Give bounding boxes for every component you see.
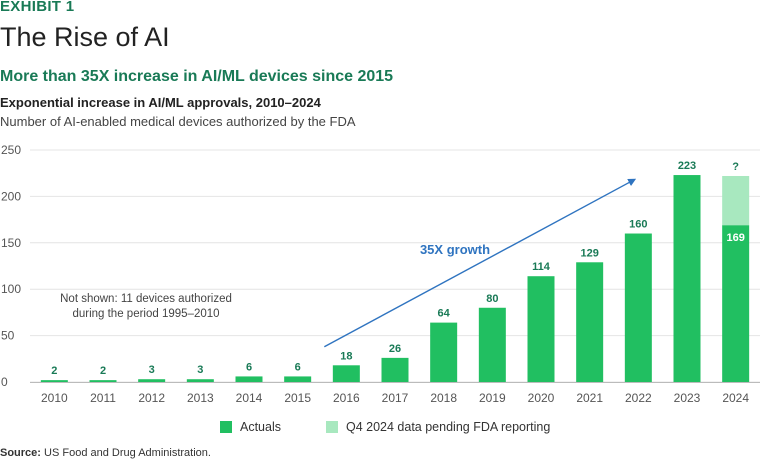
x-tick-label: 2024 [722, 391, 749, 405]
bar-actual [40, 380, 68, 382]
x-tick-label: 2011 [90, 391, 116, 405]
x-tick-label: 2021 [576, 391, 603, 405]
data-label: 114 [532, 261, 551, 273]
data-label: 3 [149, 364, 155, 376]
x-tick-label: 2020 [528, 391, 555, 405]
x-tick-label: 2019 [479, 391, 506, 405]
note-line-2: during the period 1995–2010 [72, 308, 219, 320]
x-tick-label: 2015 [284, 391, 311, 405]
data-label: 129 [580, 247, 598, 259]
y-tick-label: 50 [1, 329, 15, 343]
growth-arrow [324, 178, 637, 348]
data-label: 26 [389, 343, 401, 355]
data-label: 160 [629, 219, 647, 231]
y-tick-label: 200 [1, 189, 21, 203]
bar-actual [478, 307, 506, 382]
bar-actual [332, 365, 360, 382]
x-tick-label: 2014 [236, 391, 263, 405]
bar-actual [624, 233, 652, 382]
legend-swatch-actuals [220, 421, 232, 433]
x-axis: 2010 2011 2012 2013 2014 2015 2016 2017 2018 2019… [30, 382, 760, 405]
bar-pending [722, 175, 750, 226]
x-tick-label: 2022 [625, 391, 652, 405]
y-tick-label: 0 [1, 375, 8, 389]
data-label: 169 [726, 232, 744, 244]
x-tick-label: 2023 [674, 391, 701, 405]
bar-actual [576, 262, 604, 382]
bar-actual [284, 376, 312, 382]
x-tick-label: 2018 [430, 391, 457, 405]
bar-actual [381, 357, 409, 382]
source-text: US Food and Drug Administration. [44, 447, 211, 459]
data-label: 2 [51, 365, 57, 377]
bar-actual [235, 376, 263, 382]
bar-actual [138, 379, 166, 382]
bar-actual [186, 379, 214, 382]
legend-label-pending: Q4 2024 data pending FDA reporting [346, 420, 550, 434]
x-tick-label: 2016 [333, 391, 360, 405]
y-tick-label: 250 [1, 143, 21, 157]
source-label: Source: [0, 447, 41, 459]
chart-subtitle: Number of AI-enabled medical devices aut… [0, 114, 356, 129]
x-tick-label: 2010 [41, 391, 68, 405]
bar-actual [722, 225, 750, 382]
data-label: 3 [197, 364, 203, 376]
x-tick-label: 2012 [138, 391, 165, 405]
page-subtitle: More than 35X increase in AI/ML devices … [0, 68, 394, 85]
data-label: 2 [100, 365, 106, 377]
y-tick-label: 100 [1, 282, 21, 296]
page-title: The Rise of AI [0, 22, 170, 52]
legend: Actuals Q4 2024 data pending FDA reporti… [220, 420, 550, 434]
note-line-1: Not shown: 11 devices authorized [60, 293, 232, 305]
source-note: Source: US Food and Drug Administration. [0, 447, 211, 459]
bar-actual [527, 276, 555, 382]
exhibit-label: EXHIBIT 1 [0, 0, 75, 15]
data-label: 80 [486, 293, 498, 305]
legend-swatch-pending [326, 421, 338, 433]
chart-title: Exponential increase in AI/ML approvals,… [0, 95, 321, 110]
x-tick-label: 2013 [187, 391, 214, 405]
growth-label: 35X growth [420, 242, 490, 257]
x-tick-label: 2017 [382, 391, 409, 405]
data-label: 6 [295, 361, 301, 373]
data-label: 223 [678, 160, 696, 172]
pending-label: ? [732, 161, 739, 173]
data-label: 18 [340, 350, 352, 362]
data-label: 6 [246, 361, 252, 373]
bar-actual [430, 322, 458, 382]
bar-actual [673, 175, 701, 382]
bars [40, 175, 750, 382]
annotations: Not shown: 11 devices authorized during … [60, 178, 637, 348]
bar-actual [89, 380, 117, 382]
data-label: 64 [438, 308, 451, 320]
y-tick-label: 150 [1, 236, 21, 250]
legend-label-actuals: Actuals [240, 420, 281, 434]
